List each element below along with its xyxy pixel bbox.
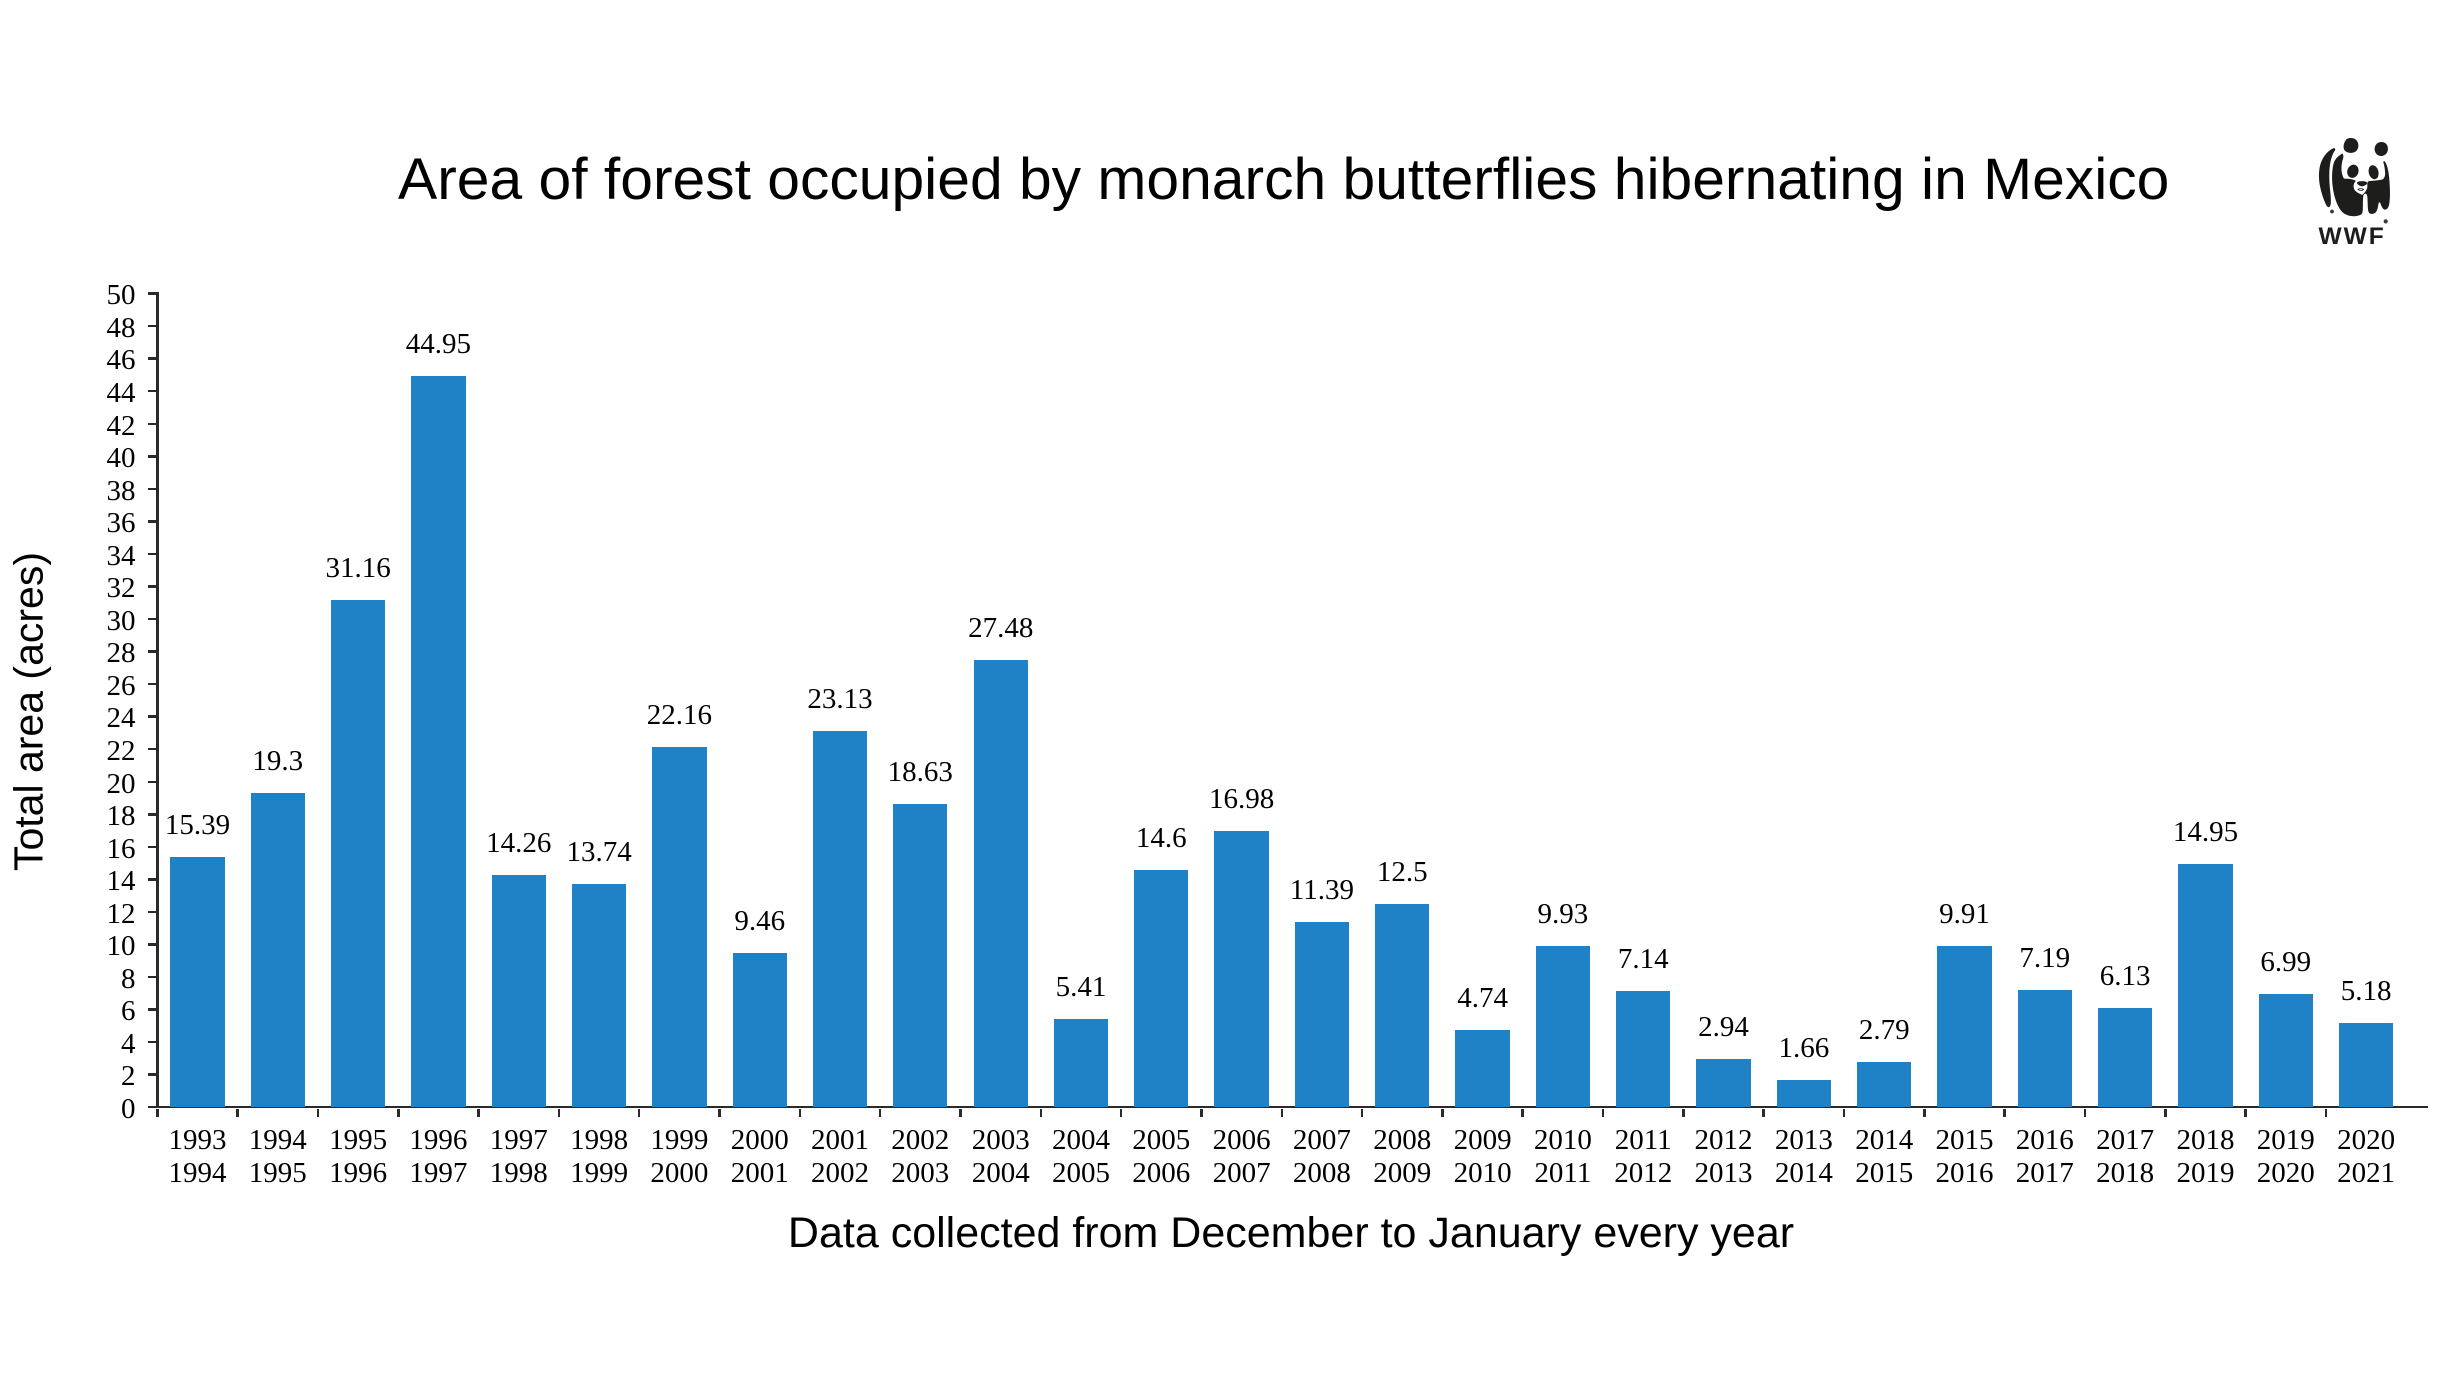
svg-text:WWF: WWF — [2319, 223, 2386, 250]
